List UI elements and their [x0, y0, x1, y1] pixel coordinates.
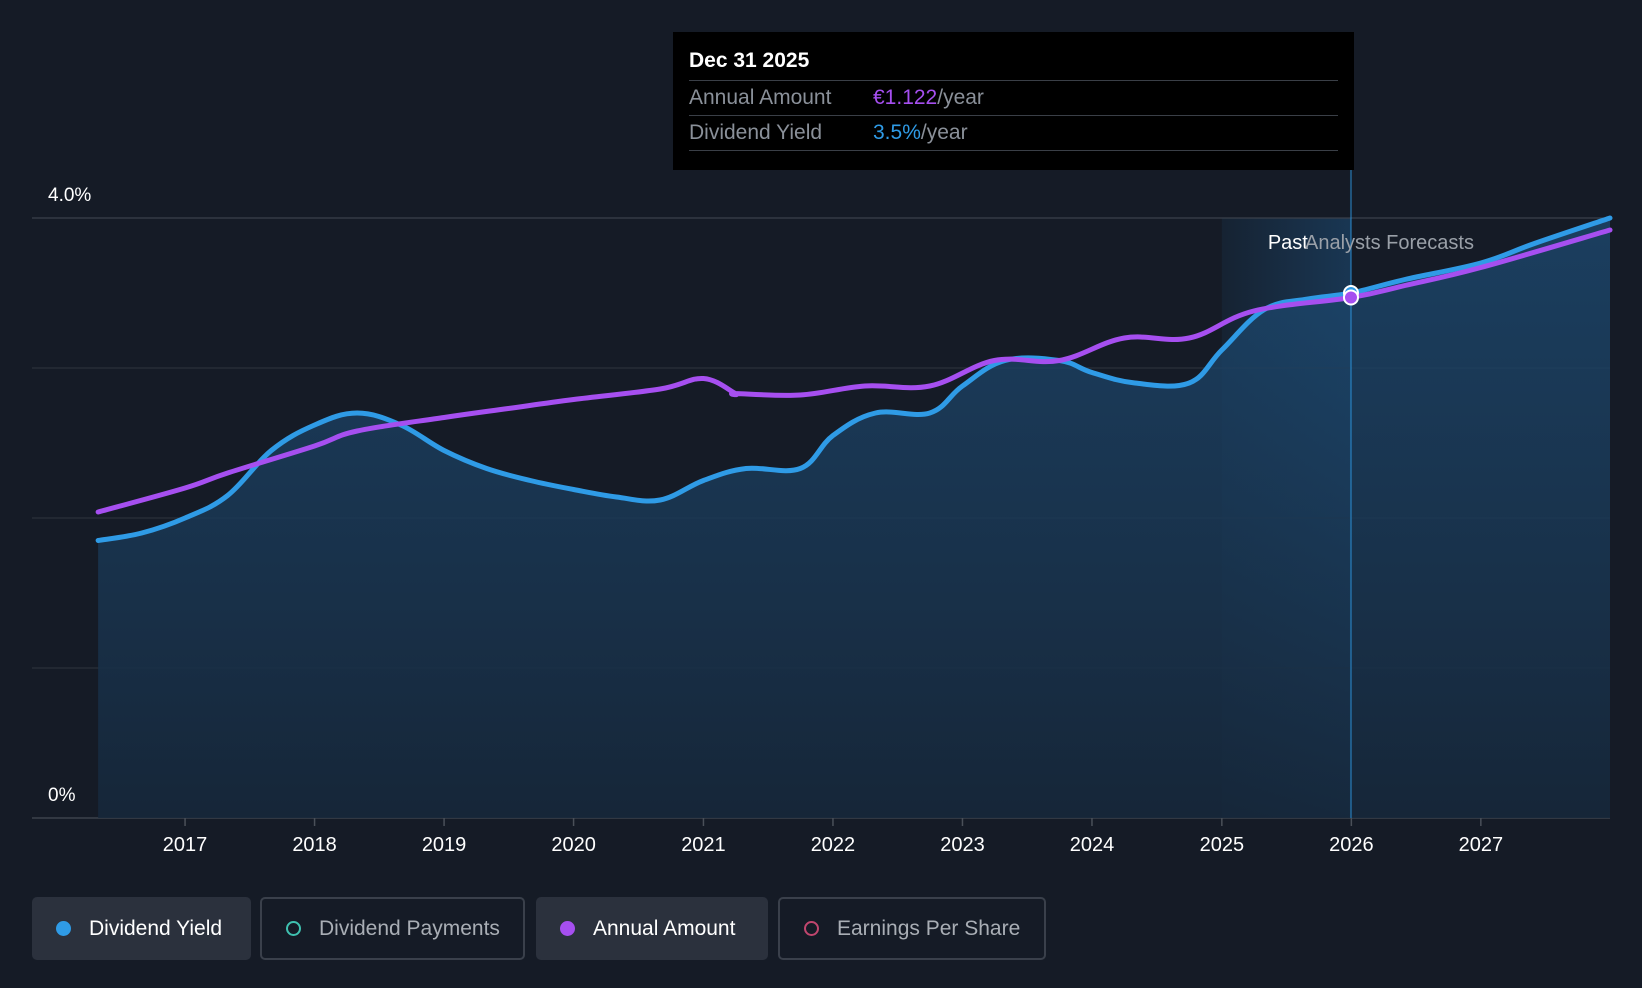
x-tick-label: 2023 [940, 834, 985, 856]
y-label-bottom: 0% [48, 785, 76, 806]
dividend-yield-area [98, 218, 1610, 818]
legend-label: Dividend Yield [89, 916, 223, 940]
tooltip-value: 3.5% [873, 121, 921, 144]
legend-label: Dividend Payments [319, 916, 500, 940]
tooltip-value: €1.122 [873, 86, 938, 109]
x-tick-label: 2018 [292, 834, 337, 856]
series-line-annual-amount [95, 227, 1613, 515]
tooltip-label: Dividend Yield [689, 121, 823, 144]
legend-dividend-yield[interactable]: Dividend Yield [32, 897, 251, 960]
y-axis: 4.0% 0% [48, 185, 91, 806]
x-tick-label: 2022 [811, 834, 856, 856]
x-tick-label: 2027 [1459, 834, 1504, 856]
x-tick-label: 2026 [1329, 834, 1374, 856]
tooltip-date: Dec 31 2025 [689, 46, 1338, 81]
x-tick-label: 2019 [422, 834, 467, 856]
series-line-dividend-yield [95, 215, 1613, 543]
y-label-top: 4.0% [48, 185, 91, 206]
x-axis: 2017 2018 2019 2020 2021 2022 2023 2024 2025 2026… [163, 818, 1503, 856]
dot-icon [56, 921, 71, 936]
tooltip-row-annual-amount: Annual Amount €1.122 /year [689, 81, 1338, 116]
legend-earnings-per-share[interactable]: Earnings Per Share [778, 897, 1046, 960]
marker-annual-amount [1342, 289, 1359, 306]
tooltip-label: Annual Amount [689, 86, 832, 109]
x-tick-label: 2021 [681, 834, 726, 856]
tooltip-row-dividend-yield: Dividend Yield 3.5% /year [689, 116, 1338, 151]
tooltip-unit: /year [920, 121, 968, 144]
x-tick-label: 2025 [1200, 834, 1245, 856]
x-tick-label: 2017 [163, 834, 208, 856]
series-lines [95, 215, 1613, 543]
x-tick-label: 2024 [1070, 834, 1115, 856]
legend-dividend-payments[interactable]: Dividend Payments [260, 897, 525, 960]
legend-label: Earnings Per Share [837, 916, 1021, 940]
legend-annual-amount[interactable]: Annual Amount [536, 897, 768, 960]
dot-icon [560, 921, 575, 936]
analysts-forecasts-label: Analysts Forecasts [1305, 232, 1474, 254]
past-label: Past [1268, 232, 1308, 254]
tooltip-unit: /year [937, 86, 984, 109]
dot-icon [286, 921, 301, 936]
legend-label: Annual Amount [593, 916, 736, 940]
highlight-markers [1342, 285, 1359, 306]
chart-tooltip: Dec 31 2025 Annual Amount €1.122 /year D… [673, 32, 1354, 170]
x-tick-label: 2020 [551, 834, 596, 856]
dot-icon [804, 921, 819, 936]
